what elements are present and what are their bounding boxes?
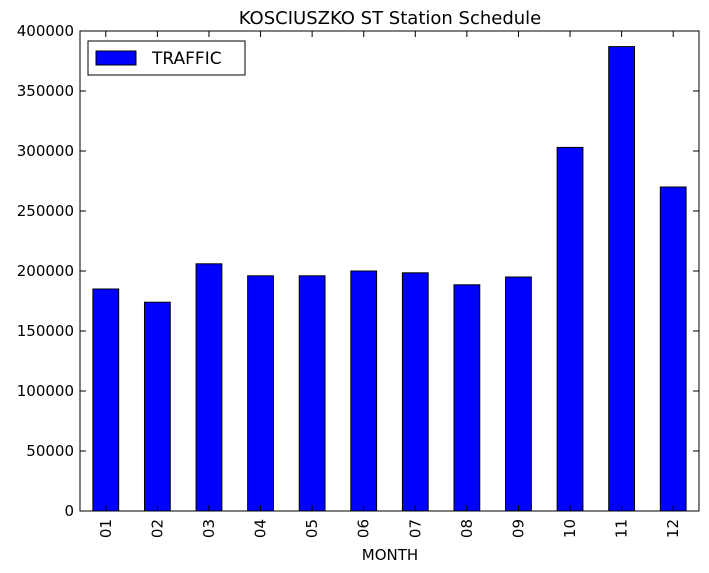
bar-11 bbox=[608, 46, 636, 512]
bar-06 bbox=[350, 270, 378, 512]
bar-03 bbox=[195, 263, 223, 512]
y-tick-label: 300000 bbox=[17, 142, 74, 160]
y-tick-label: 50000 bbox=[26, 442, 74, 460]
x-tick-label-01: 01 bbox=[97, 519, 115, 538]
y-tick-label: 150000 bbox=[17, 322, 74, 340]
x-tick-label-04: 04 bbox=[252, 519, 270, 538]
y-tick-label: 100000 bbox=[17, 382, 74, 400]
bar-09 bbox=[505, 276, 532, 512]
bar-08 bbox=[453, 284, 481, 512]
bar-01 bbox=[92, 288, 120, 512]
x-tick-label-11: 11 bbox=[613, 519, 631, 538]
y-tick-label: 200000 bbox=[17, 262, 74, 280]
legend-swatch bbox=[95, 50, 137, 66]
x-axis-label: MONTH bbox=[362, 546, 418, 564]
bar-10 bbox=[556, 146, 584, 512]
bar-05 bbox=[298, 275, 326, 512]
bar-07 bbox=[401, 272, 429, 512]
y-tick-label: 0 bbox=[64, 502, 74, 520]
bar-02 bbox=[143, 301, 171, 512]
bar-04 bbox=[247, 275, 274, 512]
x-tick-label-09: 09 bbox=[509, 519, 527, 538]
chart-title: KOSCIUSZKO ST Station Schedule bbox=[239, 8, 542, 29]
bar-12 bbox=[659, 186, 687, 512]
x-tick-label-08: 08 bbox=[458, 519, 476, 538]
x-axis: 01 02 03 04 05 06 07 08 09 10 11 12 bbox=[97, 31, 682, 538]
x-tick-label-07: 07 bbox=[406, 519, 424, 538]
y-tick-label: 250000 bbox=[17, 202, 74, 220]
x-tick-label-02: 02 bbox=[148, 519, 166, 538]
x-tick-label-12: 12 bbox=[664, 519, 682, 538]
x-tick-label-10: 10 bbox=[561, 519, 579, 538]
plot-frame bbox=[79, 30, 700, 512]
legend: TRAFFIC bbox=[87, 40, 246, 76]
bars-layer bbox=[92, 46, 687, 512]
y-tick-label: 350000 bbox=[17, 82, 74, 100]
x-tick-label-06: 06 bbox=[355, 519, 373, 538]
legend-label-traffic: TRAFFIC bbox=[151, 49, 222, 69]
y-axis: 0 50000 100000 150000 200000 250000 300000 3500… bbox=[17, 22, 699, 520]
x-tick-label-05: 05 bbox=[303, 519, 321, 538]
y-tick-label: 400000 bbox=[17, 22, 74, 40]
x-tick-label-03: 03 bbox=[200, 519, 218, 538]
